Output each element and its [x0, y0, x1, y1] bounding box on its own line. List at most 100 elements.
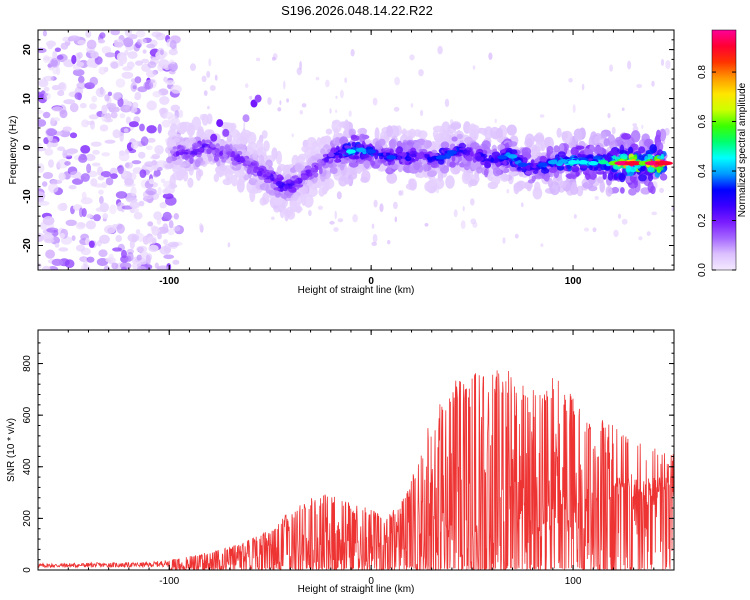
- spectrogram-speckle: [299, 60, 302, 70]
- spectrogram-noise-blob: [118, 152, 130, 162]
- spectrogram-ridge-blob: [264, 178, 273, 184]
- spectrogram-ridge-blob: [237, 143, 245, 150]
- spectrogram-ylabel: Frequency (Hz): [8, 116, 19, 185]
- spectrogram-ridge-blob: [429, 152, 439, 157]
- spectrogram-ridge-blob: [238, 175, 245, 186]
- spectrogram-speckle: [460, 220, 466, 230]
- spectrogram-noise-blob: [133, 211, 143, 220]
- spectrogram-ridge-blob: [210, 144, 216, 148]
- spectrogram-ridge-blob: [570, 182, 578, 194]
- spectrogram-ridge-blob: [327, 152, 335, 158]
- spectrogram-ridge-blob: [229, 122, 237, 131]
- spectrogram-noise-blob: [146, 79, 156, 84]
- colorbar-tick-label: 0.2: [697, 213, 708, 227]
- spectrogram-speckle: [472, 221, 478, 228]
- spectrogram-xtick-label: 0: [368, 276, 374, 287]
- spectrogram-ridge-blob: [559, 180, 566, 189]
- spectrogram-noise-blob: [116, 223, 125, 234]
- spectrogram-speckle: [636, 83, 643, 89]
- spectrogram-noise-blob: [89, 76, 99, 86]
- spectrogram-ridge-blob: [589, 165, 593, 171]
- spectrogram-speckle: [401, 189, 404, 196]
- spectrogram-speckle: [665, 60, 671, 70]
- spectrogram-noise-blob: [133, 116, 141, 123]
- spectrogram-ridge-blob: [284, 208, 289, 222]
- spectrogram-speckle: [521, 202, 524, 208]
- spectrogram-noise-blob: [120, 255, 129, 263]
- spectrogram-noise-blob: [168, 48, 178, 56]
- spectrogram-speckle: [617, 213, 622, 219]
- spectrogram-speckle: [379, 203, 384, 213]
- spectrogram-ridge-blob: [406, 156, 412, 161]
- spectrogram-ridge-blob: [353, 155, 360, 160]
- spectrogram-ridge-blob: [657, 166, 664, 171]
- spectrogram-ridge-blob: [307, 180, 313, 187]
- spectrogram-noise-blob: [127, 51, 138, 59]
- spectrogram-speckle: [199, 222, 203, 231]
- spectrogram-noise-blob: [153, 211, 162, 221]
- spectrogram-ridge-blob: [199, 147, 205, 152]
- spectrogram-ridge-blob: [319, 160, 325, 165]
- spectrogram-ridge-blob: [257, 146, 267, 158]
- spectrogram-noise-blob: [88, 240, 95, 248]
- spectrogram-noise-blob: [148, 178, 155, 185]
- spectrogram-noise-blob: [91, 162, 101, 167]
- colorbar-tick-label: 0.4: [697, 164, 708, 178]
- spectrogram-ridge-blob: [179, 163, 187, 168]
- spectrogram-ridge-blob: [427, 159, 433, 163]
- spectrogram-ridge-blob: [262, 192, 270, 205]
- spectrogram-noise-blob: [56, 54, 64, 60]
- spectrogram-ridge-blob: [338, 153, 343, 159]
- spectrogram-noise-blob: [147, 235, 157, 245]
- spectrogram-ridge-blob: [400, 152, 407, 157]
- spectrogram-noise-blob: [38, 147, 46, 152]
- spectrogram-noise-blob: [57, 146, 65, 151]
- spectrogram-noise-blob: [86, 39, 97, 50]
- spectrogram-ridge-blob: [420, 151, 424, 157]
- spectrogram-peak: [446, 150, 457, 155]
- spectrogram-noise-blob: [89, 103, 97, 110]
- spectrogram-noise-blob: [125, 116, 131, 125]
- spectrogram-noise-blob: [58, 82, 66, 90]
- spectrogram-ridge-blob: [516, 181, 524, 188]
- spectrogram-ridge-blob: [230, 152, 235, 158]
- spectrogram-ridge-blob: [506, 124, 517, 136]
- spectrogram-ridge-blob: [476, 155, 481, 161]
- spectrogram-ridge-blob: [451, 136, 458, 142]
- spectrogram-noise-blob: [99, 202, 110, 213]
- spectrogram-ridge-blob: [629, 156, 638, 161]
- snr-frame: [37, 329, 675, 571]
- spectrogram-noise-blob: [38, 47, 47, 54]
- spectrogram-noise-blob: [147, 61, 157, 69]
- spectrogram-noise-blob: [99, 32, 106, 39]
- spectrogram-ridge-blob: [491, 175, 501, 186]
- spectrogram-ridge-blob: [500, 173, 510, 182]
- spectrogram-noise-blob: [128, 121, 139, 128]
- spectrogram-ridge-blob: [599, 180, 605, 193]
- spectrogram-ridge-blob: [655, 141, 664, 152]
- spectrogram-ridge-blob: [409, 153, 417, 158]
- spectrogram-noise-blob: [112, 247, 123, 252]
- spectrogram-ridge-blob: [451, 155, 456, 162]
- spectrogram-ridge-blob: [405, 145, 410, 151]
- spectrogram-noise-blob: [110, 30, 120, 36]
- spectrogram-noise-blob: [162, 223, 169, 234]
- spectrogram-speckle: [372, 97, 378, 106]
- spectrogram-speckle: [651, 211, 657, 216]
- spectrogram-noise-blob: [157, 232, 162, 240]
- spectrogram-speckle: [651, 80, 655, 87]
- spectrogram-noise-blob: [85, 237, 90, 246]
- spectrogram-speckle: [373, 199, 378, 208]
- spectrogram-ridge-blob: [206, 148, 212, 155]
- spectrogram-noise-blob: [90, 120, 95, 130]
- spectrogram-ridge-blob: [320, 148, 326, 155]
- spectrogram-noise-blob: [104, 94, 110, 102]
- spectrogram-noise-blob: [44, 238, 55, 244]
- spectrogram-ridge-blob: [618, 173, 626, 183]
- snr-ytick-label: 600: [22, 406, 33, 423]
- spectrogram-noise-blob: [97, 175, 105, 181]
- spectrogram-speckle: [203, 90, 208, 96]
- colorbar-tick-label: 0.6: [697, 114, 708, 128]
- spectrogram-ridge-blob: [481, 140, 491, 150]
- spectrogram-speckle: [271, 216, 275, 220]
